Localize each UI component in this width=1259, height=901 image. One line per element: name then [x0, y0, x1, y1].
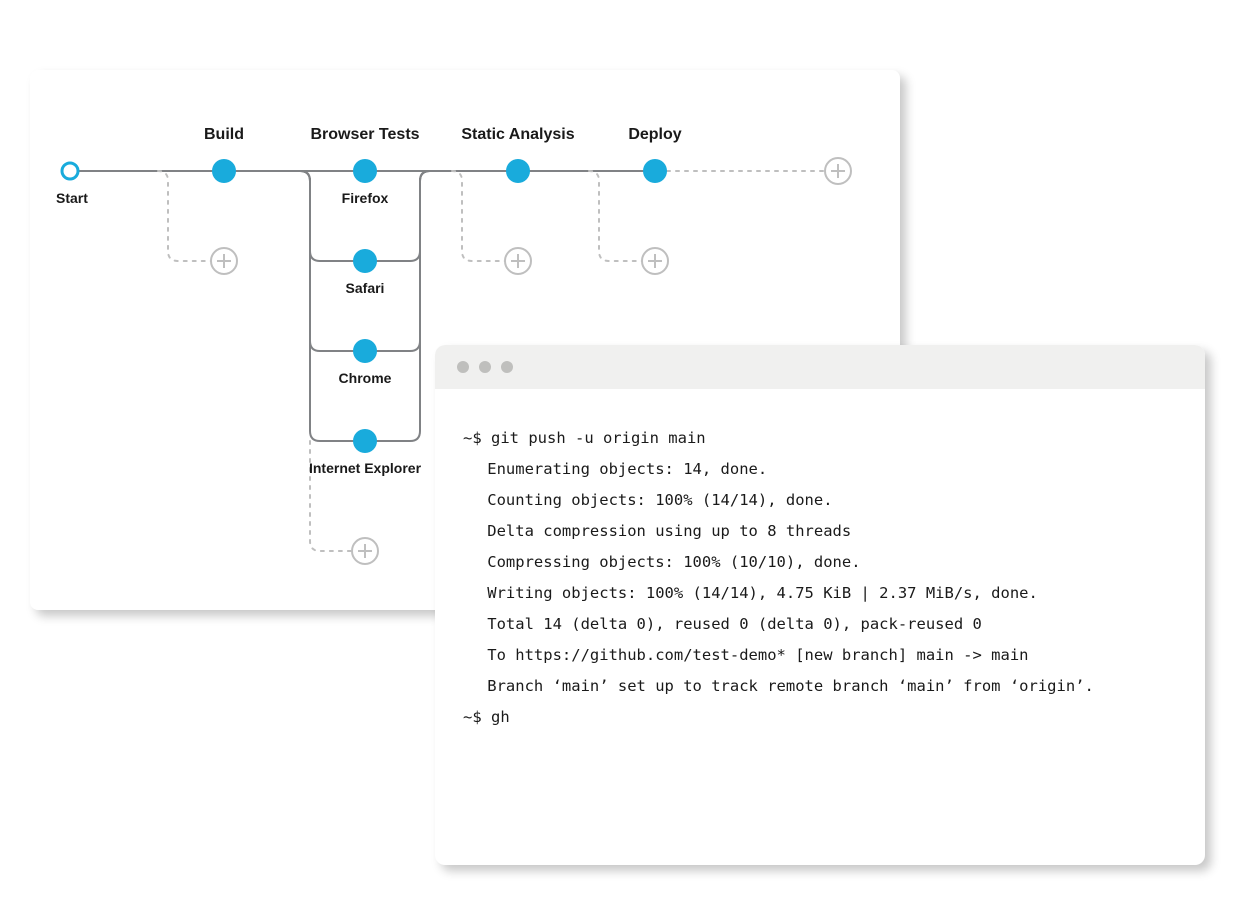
add-stage-button[interactable]	[505, 248, 531, 274]
add-stage-button[interactable]	[211, 248, 237, 274]
window-control-close-icon[interactable]	[457, 361, 469, 373]
browser-sub-label: Safari	[346, 280, 385, 296]
terminal-command-line: ~$ gh	[463, 702, 1177, 733]
window-control-zoom-icon[interactable]	[501, 361, 513, 373]
stage-node-build[interactable]	[212, 159, 236, 183]
terminal-output-line: To https://github.com/test-demo* [new br…	[463, 640, 1177, 671]
terminal-output-line: Delta compression using up to 8 threads	[463, 516, 1177, 547]
stage-label-deploy: Deploy	[628, 126, 681, 144]
terminal-window: ~$ git push -u origin mainEnumerating ob…	[435, 345, 1205, 865]
stage-node-browser-firefox[interactable]	[353, 159, 377, 183]
start-node[interactable]	[62, 163, 78, 179]
terminal-command-line: ~$ git push -u origin main	[463, 423, 1177, 454]
stage-node-browser-chrome[interactable]	[353, 339, 377, 363]
terminal-body[interactable]: ~$ git push -u origin mainEnumerating ob…	[435, 389, 1205, 733]
terminal-titlebar	[435, 345, 1205, 389]
dotted-connector	[310, 441, 352, 551]
stage-node-static[interactable]	[506, 159, 530, 183]
terminal-output-line: Branch ‘main’ set up to track remote bra…	[463, 671, 1177, 702]
dotted-connector	[589, 171, 642, 261]
add-stage-button[interactable]	[642, 248, 668, 274]
stage-node-browser-safari[interactable]	[353, 249, 377, 273]
terminal-output-line: Writing objects: 100% (14/14), 4.75 KiB …	[463, 578, 1177, 609]
dotted-connector	[452, 171, 505, 261]
stage-node-deploy[interactable]	[643, 159, 667, 183]
add-stage-button[interactable]	[825, 158, 851, 184]
add-stage-button[interactable]	[352, 538, 378, 564]
terminal-output-line: Counting objects: 100% (14/14), done.	[463, 485, 1177, 516]
browser-sub-label: Firefox	[342, 190, 389, 206]
window-control-minimize-icon[interactable]	[479, 361, 491, 373]
terminal-output-line: Compressing objects: 100% (10/10), done.	[463, 547, 1177, 578]
stage-label-browser: Browser Tests	[310, 126, 419, 144]
terminal-output-line: Total 14 (delta 0), reused 0 (delta 0), …	[463, 609, 1177, 640]
pipe-branch	[300, 171, 365, 441]
pipe-merge	[365, 171, 430, 441]
stage-label-static: Static Analysis	[461, 126, 574, 144]
start-label: Start	[56, 190, 88, 206]
stage-node-browser-ie[interactable]	[353, 429, 377, 453]
browser-sub-label: Chrome	[339, 370, 392, 386]
browser-sub-label: Internet Explorer	[309, 460, 421, 476]
stage-label-build: Build	[204, 126, 244, 144]
dotted-connector	[158, 171, 211, 261]
terminal-output-line: Enumerating objects: 14, done.	[463, 454, 1177, 485]
